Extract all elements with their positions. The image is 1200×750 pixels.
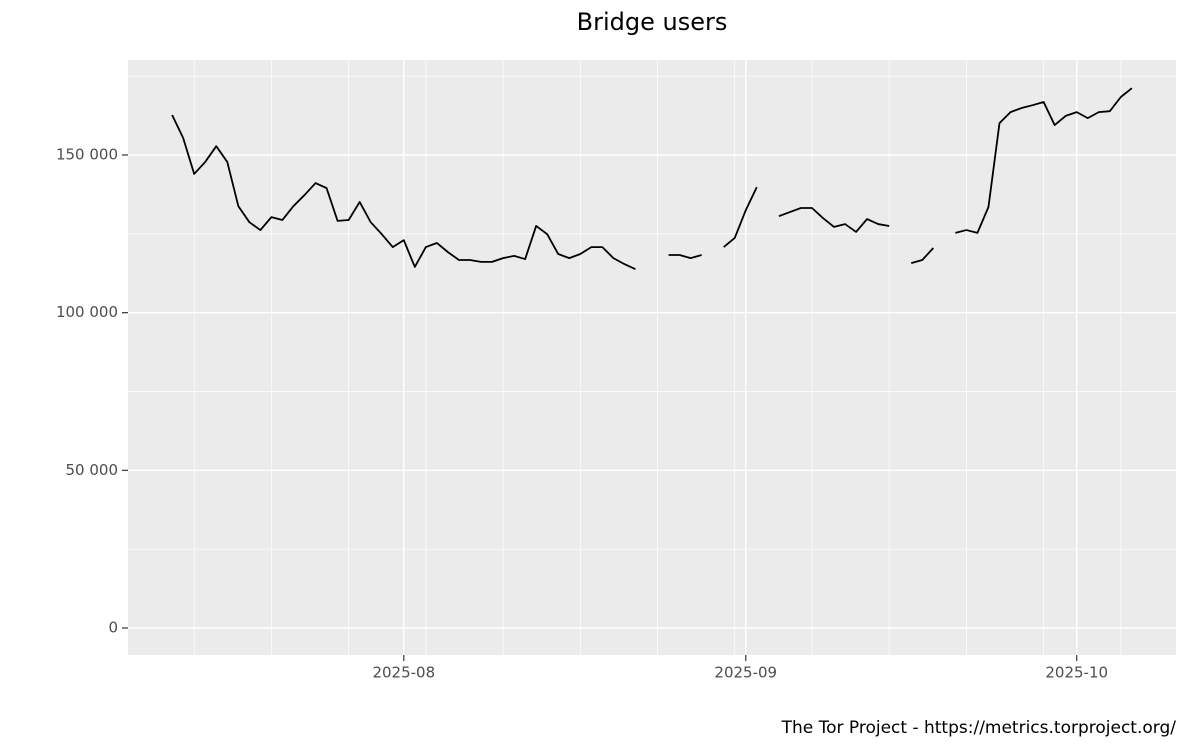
y-tick-label: 50 000 xyxy=(66,461,119,479)
caption: The Tor Project - https://metrics.torpro… xyxy=(781,718,1177,738)
chart-title: Bridge users xyxy=(577,8,728,36)
grid xyxy=(128,60,1176,655)
y-tick-label: 0 xyxy=(108,619,118,637)
x-tick-label: 2025-08 xyxy=(372,664,435,682)
y-tick-label: 100 000 xyxy=(56,303,118,321)
y-tick-label: 150 000 xyxy=(56,146,118,164)
axes: 0 50 000 100 000 150 000 2025-08 2025-09 2025-… xyxy=(56,146,1108,682)
plot-panel xyxy=(128,60,1176,655)
x-tick-label: 2025-09 xyxy=(714,664,777,682)
data-line xyxy=(171,87,1133,270)
x-tick-label: 2025-10 xyxy=(1045,664,1108,682)
lines xyxy=(171,87,1133,270)
